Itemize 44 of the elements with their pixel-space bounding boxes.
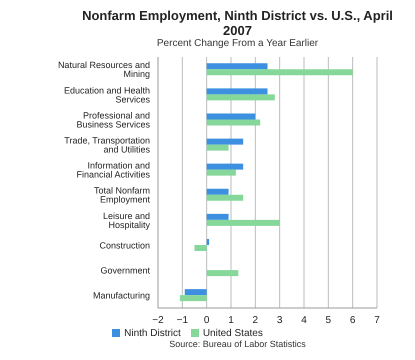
bar — [206, 164, 244, 170]
x-tick-label: 5 — [326, 315, 332, 326]
x-tick-label: 1 — [228, 315, 234, 326]
source-note: Source: Bureau of Labor Statistics — [168, 339, 307, 349]
bar — [206, 94, 275, 100]
bar — [206, 113, 256, 120]
bar — [206, 238, 210, 245]
bar — [180, 295, 207, 302]
x-tick-label: 2 — [252, 315, 259, 326]
legend-label: Ninth District — [124, 328, 181, 339]
y-tick-label: Construction — [99, 240, 150, 250]
y-tick-label: Natural Resources and Mining — [58, 60, 150, 80]
x-tick-label: −2 — [152, 315, 164, 326]
chart-subtitle: Percent Change From a Year Earlier — [156, 38, 320, 49]
bar — [206, 170, 236, 176]
x-tick-label: −1 — [176, 315, 188, 326]
bar — [206, 220, 280, 226]
y-tick-label: Professional and Business Services — [76, 110, 150, 130]
bar — [206, 194, 244, 201]
y-tick-label: Education and Health Services — [64, 85, 150, 104]
bar — [194, 244, 207, 251]
y-tick-label: Manufacturing — [92, 290, 150, 301]
y-tick-label: Government — [100, 266, 150, 276]
bar — [206, 214, 229, 220]
bar — [206, 63, 268, 70]
x-tick-label: 4 — [301, 315, 308, 326]
bar — [206, 69, 353, 76]
x-tick-label: 0 — [204, 315, 210, 326]
x-tick-label: 7 — [374, 315, 380, 326]
bar — [206, 270, 238, 276]
legend-label: United States — [202, 328, 263, 339]
y-tick-label: Total Nonfarm Employment — [94, 186, 150, 205]
x-tick-label: 3 — [276, 315, 283, 326]
y-tick-label: Information and Financial Activities — [76, 160, 150, 180]
bar — [206, 138, 244, 145]
x-tick-label: 6 — [350, 315, 356, 326]
bar — [206, 144, 229, 151]
bar — [206, 88, 268, 94]
y-tick-label: Trade, Transportation and Utilities — [64, 136, 150, 155]
bar — [206, 119, 260, 126]
y-tick-label: Leisure and Hospitality — [102, 210, 150, 230]
chart-title: Nonfarm Employment, Ninth District vs. U.S., April 2007 — [81, 8, 394, 38]
bar — [184, 289, 207, 296]
bar — [206, 188, 229, 195]
